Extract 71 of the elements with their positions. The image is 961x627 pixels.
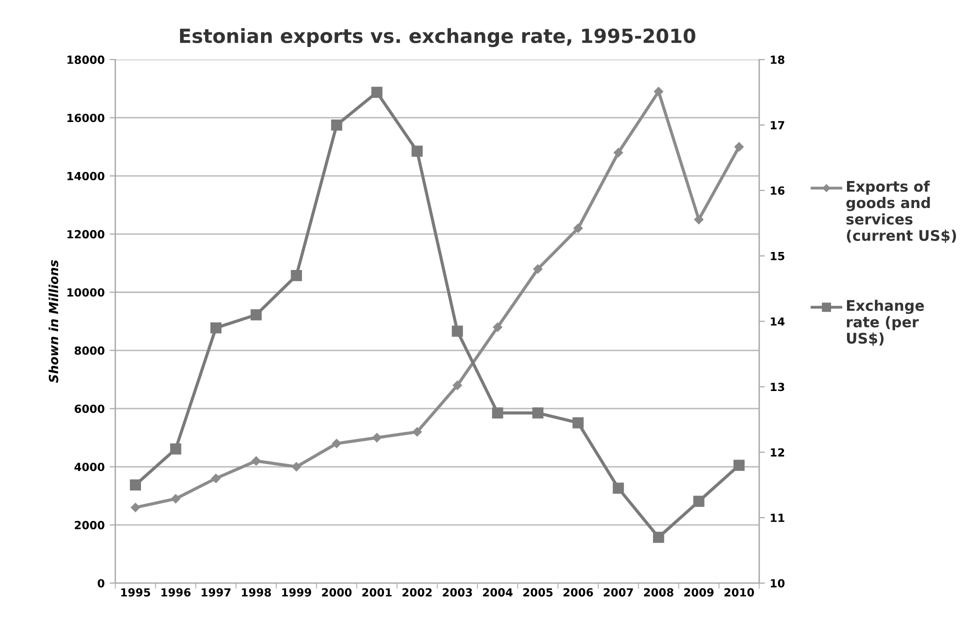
- point: [292, 462, 302, 472]
- point: [371, 86, 382, 98]
- x-tick-label: 2003: [442, 588, 472, 597]
- point: [734, 460, 745, 471]
- legend-label: Exports of goods and services (current US$): [846, 180, 956, 243]
- x-tick-label: 1999: [282, 588, 312, 597]
- y2-tick-label: 17: [770, 121, 784, 130]
- x-tick-label: 2002: [402, 588, 432, 597]
- x-tick-label: 2000: [322, 588, 352, 597]
- legend-label: Exchange rate (per US$): [846, 300, 924, 346]
- point: [130, 479, 141, 490]
- point: [170, 443, 182, 455]
- point: [734, 142, 744, 152]
- point: [452, 326, 463, 337]
- y-tick-label: 0: [98, 579, 104, 588]
- point: [694, 214, 704, 224]
- y-tick-label: 10000: [68, 288, 104, 297]
- point: [332, 438, 342, 448]
- point: [412, 427, 422, 436]
- y2-tick-label: 14: [770, 317, 785, 326]
- x-tick-label: 2001: [362, 588, 392, 597]
- point: [572, 417, 584, 428]
- point: [452, 380, 462, 390]
- point: [614, 148, 623, 158]
- point: [653, 532, 664, 543]
- point: [612, 482, 624, 494]
- y-tick-label: 2000: [74, 520, 104, 530]
- y-tick-label: 4000: [74, 462, 104, 472]
- point: [492, 407, 504, 419]
- point: [290, 270, 302, 282]
- point: [654, 86, 664, 96]
- y-tick-label: 16000: [68, 114, 104, 122]
- y-tick-label: 12000: [68, 230, 104, 238]
- point: [171, 494, 180, 504]
- y2-tick-label: 12: [770, 448, 784, 456]
- y-tick-label: 18000: [68, 56, 104, 64]
- y-tick-label: 14000: [68, 172, 104, 180]
- x-tick-label: 2010: [724, 588, 754, 597]
- point: [533, 264, 542, 274]
- y-tick-label: 8000: [74, 346, 104, 355]
- y2-tick-label: 11: [770, 514, 784, 522]
- point: [252, 456, 261, 466]
- y2-tick-label: 15: [770, 252, 784, 260]
- x-tick-label: 2006: [564, 588, 593, 597]
- x-tick-label: 2009: [684, 588, 714, 597]
- x-tick-label: 2005: [523, 588, 553, 597]
- y2-tick-label: 13: [770, 382, 784, 392]
- point: [211, 474, 221, 484]
- y-tick-label: 6000: [74, 404, 104, 413]
- x-tick-label: 1997: [202, 588, 231, 597]
- point: [573, 224, 583, 233]
- y-axis-title: Shown in Millions: [48, 260, 58, 383]
- point: [372, 433, 382, 442]
- x-tick-label: 1996: [161, 588, 191, 597]
- x-tick-label: 2004: [483, 588, 513, 597]
- x-tick-label: 1995: [121, 588, 150, 597]
- chart-title: Estonian exports vs. exchange rate, 1995-2010: [180, 28, 696, 48]
- x-tick-label: 1998: [242, 588, 271, 597]
- point: [210, 322, 222, 334]
- point: [130, 502, 140, 512]
- point: [331, 119, 342, 131]
- y2-tick-label: 18: [770, 56, 784, 64]
- y2-tick-label: 10: [770, 579, 785, 588]
- point: [492, 322, 502, 332]
- point: [250, 309, 262, 320]
- y2-tick-label: 16: [770, 186, 784, 195]
- x-tick-label: 2007: [604, 588, 633, 597]
- point: [693, 496, 704, 507]
- point: [532, 407, 544, 419]
- point: [412, 146, 423, 157]
- x-tick-label: 2008: [644, 588, 674, 597]
